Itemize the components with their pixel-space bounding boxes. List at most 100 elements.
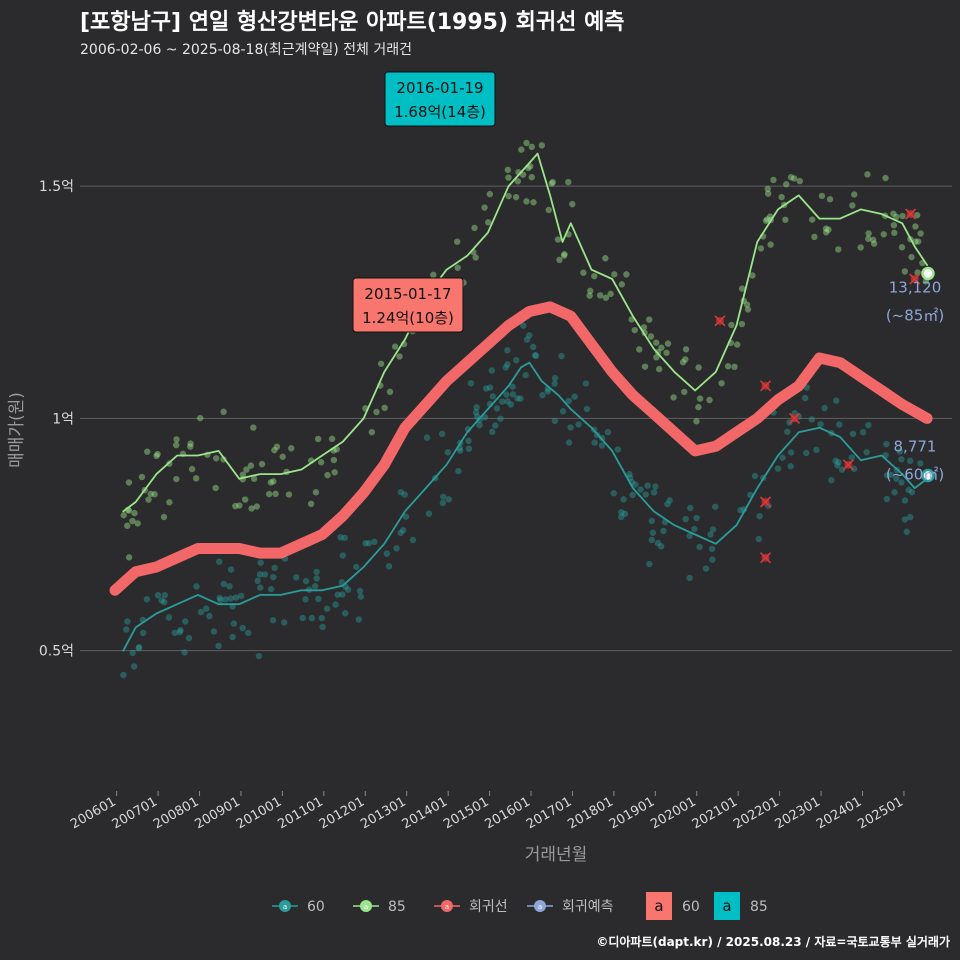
transaction-dot-60 [143, 596, 151, 603]
transaction-dot-60 [751, 472, 759, 480]
transaction-dot-60 [269, 616, 277, 624]
transaction-dot-60 [571, 393, 578, 400]
transaction-dot-60 [215, 642, 222, 650]
transaction-dot-60 [582, 380, 590, 387]
transaction-dot-60 [614, 446, 622, 453]
transaction-dot-85 [131, 509, 138, 517]
transaction-dot-60 [476, 421, 483, 429]
transaction-dot-85 [528, 174, 535, 181]
transaction-dot-60 [210, 628, 218, 635]
transaction-dot-85 [640, 324, 648, 331]
transaction-dot-85 [288, 445, 295, 452]
transaction-dot-85 [160, 513, 168, 521]
x-tick-label: 201001 [234, 794, 284, 832]
transaction-dot-85 [381, 404, 388, 412]
transaction-dot-85 [124, 522, 131, 529]
transaction-dot-85 [471, 224, 478, 232]
transaction-dot-85 [790, 175, 798, 182]
transaction-dot-60 [267, 585, 275, 593]
transaction-dot-60 [130, 663, 138, 670]
transaction-dot-60 [299, 614, 306, 622]
moving-average-85-line [122, 152, 928, 513]
transaction-dot-60 [197, 608, 205, 616]
transaction-dot-60 [712, 503, 719, 510]
transaction-dot-60 [161, 591, 169, 599]
transaction-dot-60 [280, 619, 288, 626]
transaction-dot-60 [836, 421, 843, 428]
transaction-dot-60 [591, 439, 598, 446]
transaction-dot-60 [399, 527, 407, 534]
end-area-label: (~85㎡) [886, 306, 944, 324]
transaction-dot-60 [832, 457, 839, 464]
transaction-dot-60 [489, 393, 497, 400]
transaction-dot-60 [907, 457, 914, 465]
transaction-dot-85 [882, 174, 889, 182]
transaction-dot-60 [440, 493, 447, 500]
transaction-dot-60 [664, 500, 671, 508]
transaction-dot-85 [743, 301, 751, 308]
transaction-dot-60 [293, 574, 300, 581]
transaction-dot-85 [728, 321, 735, 329]
x-tick-label: 200701 [110, 794, 160, 832]
x-tick-label: 201901 [607, 794, 657, 832]
transaction-dot-85 [679, 359, 687, 366]
transaction-dot-85 [328, 435, 336, 443]
transaction-dot-60 [409, 536, 417, 544]
transaction-dot-60 [737, 506, 744, 514]
transaction-dot-60 [898, 479, 905, 486]
transaction-dot-85 [611, 271, 618, 278]
transaction-dot-85 [580, 269, 587, 276]
transaction-dot-85 [783, 181, 790, 188]
transaction-dot-60 [438, 430, 446, 438]
transaction-dot-85 [454, 238, 461, 245]
transaction-dot-60 [257, 584, 264, 591]
transaction-dot-85 [811, 233, 818, 241]
x-tick-label: 200801 [151, 794, 201, 832]
transaction-dot-85 [647, 333, 655, 340]
transaction-dot-85 [796, 177, 803, 185]
transaction-dot-85 [454, 264, 461, 271]
transaction-dot-60 [481, 414, 489, 421]
legend-label: 85 [388, 899, 406, 915]
transaction-dot-60 [903, 528, 910, 536]
transaction-dot-60 [488, 367, 495, 374]
transaction-dot-85 [857, 244, 864, 251]
x-tick-label: 201101 [275, 794, 325, 832]
transaction-dot-85 [818, 192, 826, 200]
x-tick-label: 201601 [483, 794, 533, 832]
transaction-dot-85 [192, 475, 200, 482]
transaction-dot-85 [386, 388, 394, 396]
transaction-dot-85 [285, 491, 293, 498]
transaction-dot-60 [318, 614, 325, 622]
transaction-dot-85 [528, 143, 535, 151]
x-tick-label: 201801 [565, 794, 615, 832]
transaction-dot-85 [631, 326, 638, 334]
transaction-dot-60 [838, 466, 846, 473]
transaction-dot-60 [565, 397, 572, 405]
transaction-dot-60 [558, 352, 565, 360]
grid-layer [80, 185, 952, 652]
transaction-dot-85 [618, 281, 626, 288]
x-tick-label: 200601 [68, 794, 118, 832]
transaction-dot-60 [339, 591, 346, 598]
transaction-dot-85 [134, 520, 141, 527]
transaction-dot-85 [767, 241, 774, 248]
transaction-dot-85 [236, 502, 243, 509]
transaction-dot-60 [124, 618, 131, 625]
transaction-dot-85 [749, 272, 756, 279]
transaction-dot-85 [173, 436, 180, 443]
transaction-dot-60 [660, 527, 667, 535]
transaction-dot-60 [319, 623, 326, 631]
transaction-dot-85 [682, 356, 689, 363]
transaction-dot-60 [465, 445, 473, 452]
transaction-dot-60 [828, 476, 835, 484]
transaction-dot-85 [125, 479, 133, 486]
transaction-dot-60 [171, 629, 179, 637]
transaction-dot-85 [196, 414, 204, 422]
transaction-dot-60 [686, 574, 693, 582]
transaction-dot-85 [656, 365, 663, 373]
transaction-dot-60 [334, 591, 341, 598]
transaction-dot-85 [652, 339, 660, 346]
transaction-dot-60 [565, 439, 573, 446]
transaction-dot-60 [787, 463, 794, 470]
